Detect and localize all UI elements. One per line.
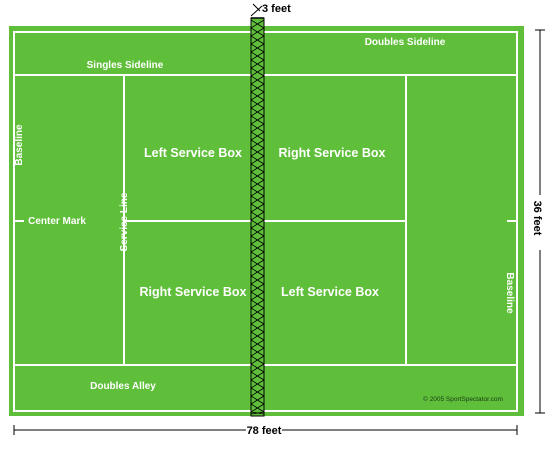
- net-height-tick: [252, 3, 261, 12]
- net-hatch-line: [250, 67, 265, 77]
- left-service-box-top-label: Left Service Box: [144, 146, 242, 160]
- net-hatch-line: [250, 219, 265, 229]
- net-hatch-line: [250, 51, 265, 61]
- net-hatch-line: [250, 291, 265, 301]
- net-hatch-line: [250, 363, 265, 373]
- court-length-label: 78 feet: [247, 425, 282, 437]
- net-hatch-line: [250, 243, 265, 253]
- net-hatch-line: [250, 195, 265, 205]
- net-hatch-line: [250, 283, 265, 293]
- net-hatch-line: [250, 251, 265, 261]
- service-line-label: Service Line: [119, 192, 130, 251]
- net-hatch-line: [250, 163, 265, 173]
- net-mesh: [250, 17, 265, 417]
- net-hatch-line: [250, 203, 265, 213]
- net-hatch-line: [250, 59, 265, 69]
- net-hatch-line: [250, 347, 265, 357]
- court-width-dimension: 36 feet: [531, 29, 545, 414]
- doubles-alley-label: Doubles Alley: [90, 381, 156, 392]
- net-hatch-line: [250, 147, 265, 157]
- net-hatch-line: [250, 35, 265, 45]
- net-hatch-line: [250, 267, 265, 277]
- net-hatch-line: [250, 107, 265, 117]
- net-hatch-line: [250, 275, 265, 285]
- baseline-right-label: Baseline: [504, 272, 515, 314]
- net-hatch-line: [250, 227, 265, 237]
- net-hatch-line: [250, 315, 265, 325]
- net-hatch-line: [250, 379, 265, 389]
- net-hatch-line: [250, 43, 265, 53]
- net-hatch-line: [250, 339, 265, 349]
- net-hatch-line: [250, 411, 265, 415]
- net-hatch-line: [250, 387, 265, 397]
- center-mark-label: Center Mark: [28, 216, 86, 227]
- court-width-label: 36 feet: [531, 201, 543, 236]
- net: [250, 17, 265, 417]
- net-hatch-line: [250, 123, 265, 133]
- net-hatch-line: [250, 155, 265, 165]
- right-service-box-bottom-label: Right Service Box: [140, 285, 247, 299]
- left-service-box-bottom-label: Left Service Box: [281, 285, 379, 299]
- net-height-arrow: [250, 5, 263, 17]
- net-hatch-line: [250, 211, 265, 221]
- net-hatch-line: [250, 331, 265, 341]
- net-hatch-line: [250, 75, 265, 85]
- net-hatch-line: [250, 187, 265, 197]
- net-height-label: 3 feet: [262, 3, 291, 15]
- net-hatch: [250, 19, 265, 415]
- net-hatch-line: [250, 91, 265, 101]
- baseline-left-label: Baseline: [14, 124, 25, 166]
- net-height-dimension: 3 feet: [250, 3, 291, 17]
- net-hatch-line: [250, 171, 265, 181]
- net-hatch-line: [250, 403, 265, 413]
- net-hatch-line: [250, 83, 265, 93]
- singles-sideline-label: Singles Sideline: [87, 60, 164, 71]
- net-hatch-line: [250, 323, 265, 333]
- court-length-dimension: 78 feet: [13, 425, 518, 437]
- net-hatch-line: [250, 115, 265, 125]
- net-hatch-line: [250, 179, 265, 189]
- copyright-credit: © 2005 SportSpectator.com: [423, 395, 503, 403]
- net-hatch-line: [250, 19, 265, 29]
- net-hatch-line: [250, 395, 265, 405]
- net-hatch-line: [250, 299, 265, 309]
- net-hatch-line: [250, 307, 265, 317]
- net-hatch-line: [250, 27, 265, 37]
- net-hatch-line: [250, 259, 265, 269]
- net-hatch-line: [250, 139, 265, 149]
- right-service-box-top-label: Right Service Box: [279, 146, 386, 160]
- net-hatch-line: [250, 235, 265, 245]
- doubles-sideline-label: Doubles Sideline: [365, 37, 446, 48]
- net-hatch-line: [250, 355, 265, 365]
- court-lines: [13, 31, 518, 412]
- net-hatch-line: [250, 99, 265, 109]
- net-hatch-line: [250, 131, 265, 141]
- net-hatch-line: [250, 371, 265, 381]
